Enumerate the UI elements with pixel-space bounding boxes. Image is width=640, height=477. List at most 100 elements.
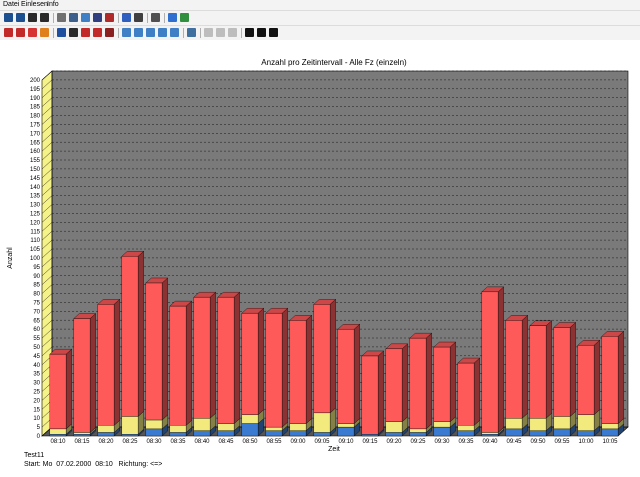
bar-segment — [145, 428, 163, 437]
zoom-in-disabled-icon[interactable] — [204, 28, 213, 37]
bar-segment — [97, 432, 115, 437]
export-icon[interactable] — [40, 13, 49, 22]
bar-top — [361, 350, 385, 357]
bar-segment — [409, 337, 427, 430]
wall-tick-line — [41, 284, 53, 294]
bar-top — [433, 341, 457, 348]
x-tick-label: 08:15 — [74, 439, 90, 445]
globe-icon[interactable] — [180, 13, 189, 22]
bar-segment — [169, 425, 187, 433]
x-tick-label: 09:10 — [338, 439, 354, 445]
toolbar-separator — [183, 28, 184, 38]
cancel-icon[interactable] — [134, 13, 143, 22]
lane-blue2-icon[interactable] — [134, 28, 143, 37]
x-tick-label: 09:15 — [362, 439, 378, 445]
lane-blue4-icon[interactable] — [158, 28, 167, 37]
folder-icon[interactable] — [81, 13, 90, 22]
start-info: Start: Mo 07.02.2000 08:10 Richtung: <=> — [24, 461, 163, 468]
bar-segment — [97, 304, 115, 426]
info-icon[interactable] — [168, 13, 177, 22]
menu-datei[interactable]: Datei — [3, 1, 20, 8]
wall-tick-line — [41, 328, 53, 339]
save-icon[interactable] — [16, 13, 25, 22]
bar-side — [65, 348, 72, 430]
lane-blue3-icon[interactable] — [146, 28, 155, 37]
x-tick-label: 10:05 — [602, 439, 618, 445]
clock-icon[interactable] — [122, 13, 131, 22]
wall-tick-line — [41, 311, 53, 321]
bar-top — [553, 322, 577, 328]
bar-side — [521, 314, 528, 419]
y-tick-label: 10 — [33, 416, 40, 422]
x-tick-label: 09:40 — [482, 439, 498, 445]
bar-top — [505, 315, 529, 321]
menu-einlesen[interactable]: Einlesen — [21, 1, 48, 8]
swap-icon[interactable] — [187, 28, 196, 37]
lane-blue5-icon[interactable] — [170, 28, 179, 37]
step-forward-icon[interactable] — [257, 28, 266, 37]
y-tick-label: 30 — [33, 381, 40, 387]
car-icon[interactable] — [16, 28, 25, 37]
wall-tick-line — [41, 204, 53, 214]
wall-tick-line — [41, 302, 53, 312]
truck-icon[interactable] — [69, 28, 78, 37]
play-icon[interactable] — [245, 28, 254, 37]
bar-segment — [73, 432, 91, 435]
bar-segment — [601, 428, 619, 437]
x-tick-label: 09:00 — [290, 439, 306, 445]
bar-segment — [193, 430, 211, 437]
y-tick-label: 80 — [33, 292, 40, 298]
open-folder-icon[interactable] — [4, 13, 13, 22]
bar-segment — [169, 305, 187, 426]
bar-top — [169, 300, 193, 307]
x-tick-label: 08:50 — [242, 439, 258, 445]
bar-segment — [385, 348, 403, 422]
bar-side — [617, 330, 624, 424]
windows-icon[interactable] — [69, 13, 78, 22]
bar-segment — [433, 426, 451, 437]
y-tick-label: 5 — [37, 425, 41, 431]
bar-segment — [409, 432, 427, 437]
zoom-out-disabled-icon[interactable] — [216, 28, 225, 37]
bar-segment — [505, 428, 523, 437]
bar-chart-icon[interactable] — [93, 13, 102, 22]
tractor-icon[interactable] — [105, 28, 114, 37]
y-tick-label: 25 — [33, 390, 40, 396]
book-icon[interactable] — [105, 13, 114, 22]
bar-top — [457, 357, 481, 364]
wall-tick-line — [41, 133, 53, 143]
bar-segment — [505, 320, 523, 419]
y-tick-label: 60 — [33, 327, 40, 333]
y-tick-label: 185 — [30, 105, 41, 111]
bus-icon[interactable] — [57, 28, 66, 37]
y-tick-label: 70 — [33, 309, 40, 315]
wall-tick-line — [41, 177, 53, 187]
bar-segment — [529, 325, 547, 419]
wall-tick-line — [41, 186, 53, 196]
trailer-icon[interactable] — [93, 28, 102, 37]
bar-segment — [313, 432, 331, 437]
wall-tick-line — [41, 293, 53, 303]
bar-segment — [289, 320, 307, 424]
x-tick-label: 09:55 — [554, 439, 570, 445]
fast-forward-icon[interactable] — [269, 28, 278, 37]
y-tick-label: 165 — [30, 140, 41, 146]
van-icon[interactable] — [81, 28, 90, 37]
print-icon[interactable] — [151, 13, 160, 22]
x-tick-label: 09:05 — [314, 439, 330, 445]
filter-icon[interactable] — [57, 13, 66, 22]
y-tick-label: 0 — [37, 434, 41, 440]
y-tick-label: 15 — [33, 407, 40, 413]
save-as-icon[interactable] — [28, 13, 37, 22]
toolbar-separator — [118, 28, 119, 38]
car-orange-icon[interactable] — [40, 28, 49, 37]
bar-segment — [457, 430, 475, 437]
car-stack-icon[interactable] — [4, 28, 13, 37]
lane-blue-icon[interactable] — [122, 28, 131, 37]
wall-tick-line — [41, 106, 53, 116]
menu-info[interactable]: Info — [47, 1, 59, 8]
car-red-icon[interactable] — [28, 28, 37, 37]
bar-top — [145, 277, 169, 284]
wall-tick-line — [41, 248, 53, 259]
step-back-disabled-icon[interactable] — [228, 28, 237, 37]
